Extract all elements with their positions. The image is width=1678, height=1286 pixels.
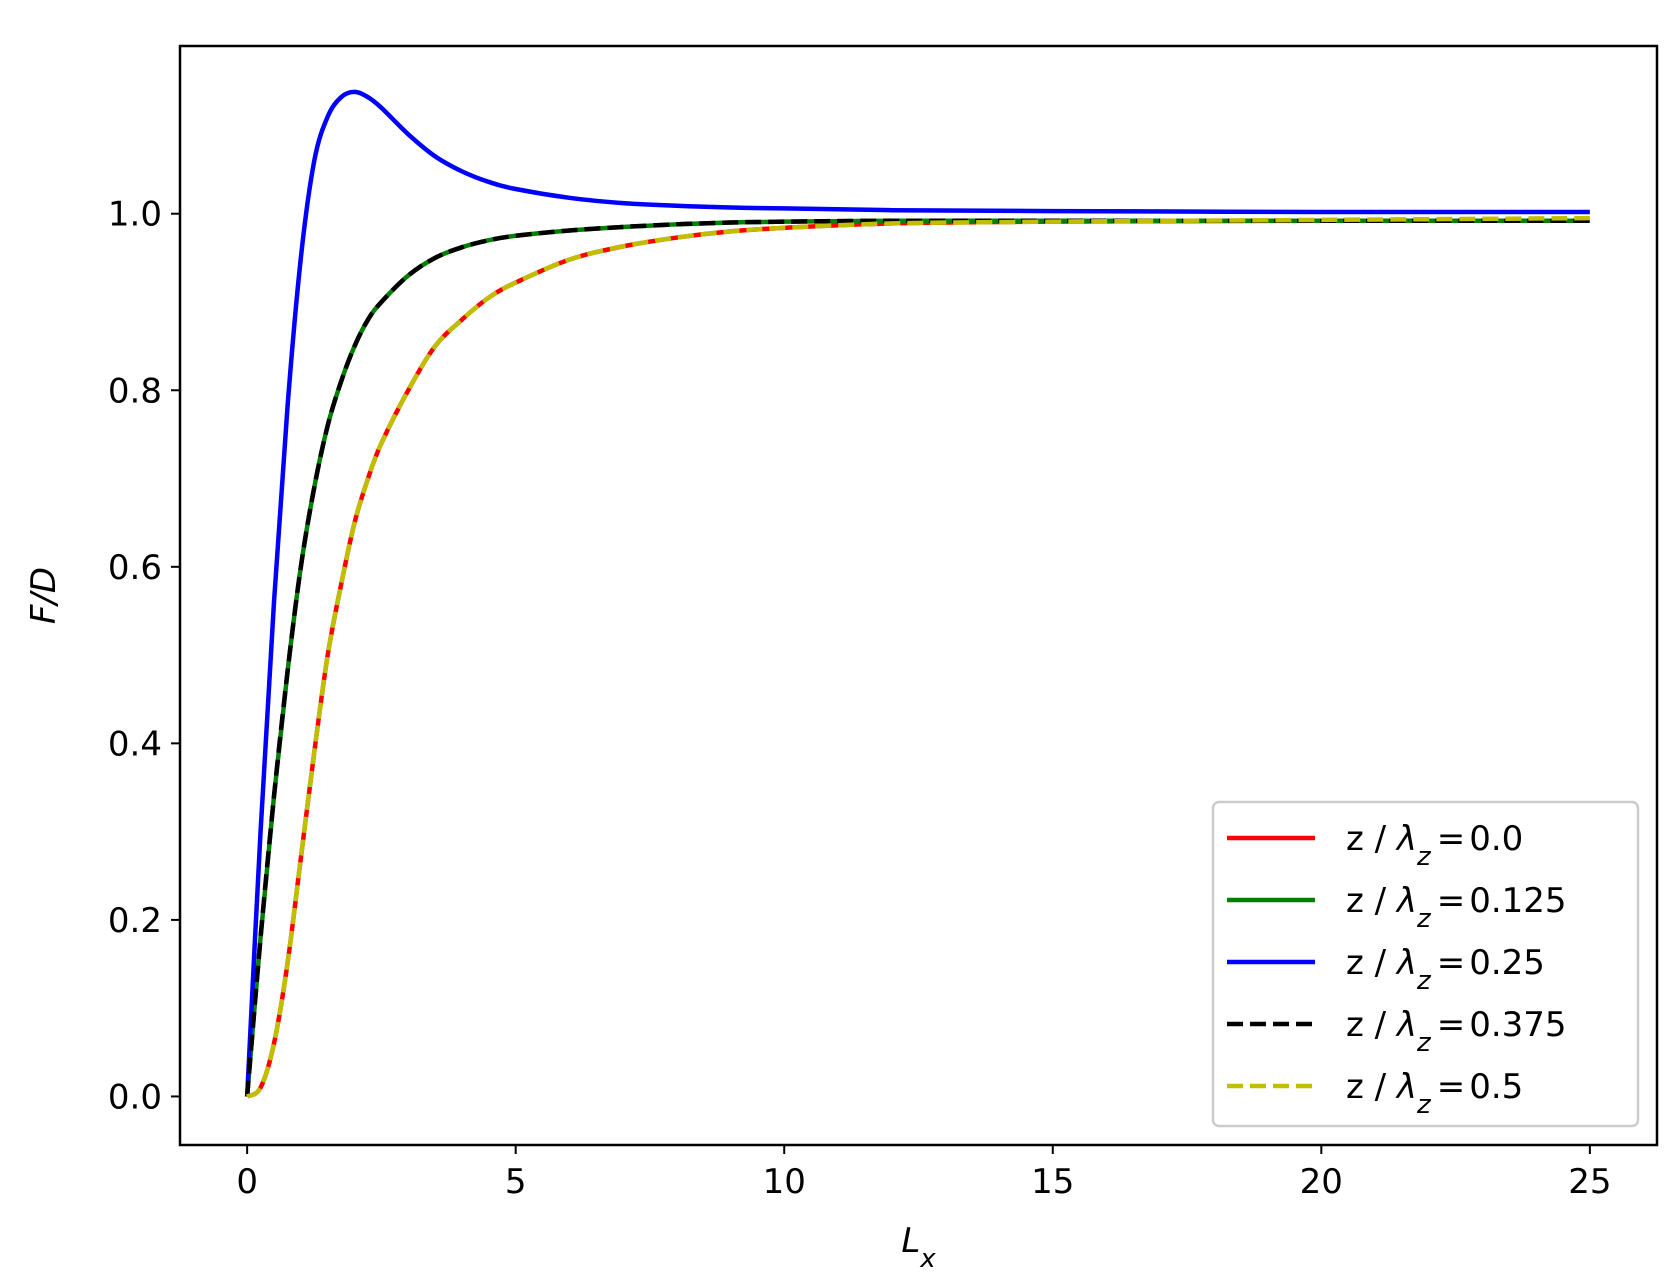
- y-tick-label: 1.0: [108, 195, 162, 235]
- legend-symbol: λ: [1395, 1005, 1417, 1045]
- x-axis-label-base: L: [901, 1221, 920, 1261]
- series-line-0-25: [244, 89, 1590, 1097]
- y-tick-label: 0.2: [108, 901, 162, 941]
- legend-label-0-375: z / λz = 0.375: [1346, 1005, 1567, 1058]
- legend-value: 0.0: [1469, 819, 1523, 859]
- legend-label-0-25: z / λz = 0.25: [1346, 943, 1545, 996]
- series-layer: [244, 89, 1590, 1099]
- legend-prefix: z /: [1346, 819, 1397, 859]
- y-axis: 0.0 0.2 0.4 0.6 0.8 1.0: [108, 195, 180, 1117]
- legend-value: 0.5: [1469, 1067, 1523, 1107]
- legend-value: 0.25: [1469, 943, 1545, 983]
- x-tick-label: 15: [1031, 1162, 1074, 1202]
- legend-label-0-125: z / λz = 0.125: [1346, 881, 1567, 934]
- legend-equals: =: [1437, 943, 1466, 983]
- x-axis-label: Lx: [901, 1221, 936, 1274]
- legend-prefix: z /: [1346, 1005, 1397, 1045]
- legend-symbol-sub: z: [1416, 966, 1432, 996]
- y-tick-label: 0.0: [108, 1077, 162, 1117]
- y-axis-label: F/D: [24, 567, 64, 624]
- legend-symbol: λ: [1395, 819, 1417, 859]
- x-axis-label-sub: x: [919, 1244, 936, 1274]
- legend-equals: =: [1437, 881, 1466, 921]
- y-tick-label: 0.6: [108, 548, 162, 588]
- plot-frame: [178, 44, 1659, 1147]
- legend-symbol: λ: [1395, 1067, 1417, 1107]
- y-tick-label: 0.8: [108, 371, 162, 411]
- legend-symbol-sub: z: [1416, 842, 1432, 872]
- legend-label-0-0: z / λz = 0.0: [1346, 819, 1523, 872]
- x-tick-label: 0: [236, 1162, 258, 1202]
- legend-symbol-sub: z: [1416, 1090, 1432, 1120]
- x-tick-label: 10: [763, 1162, 806, 1202]
- legend-symbol-sub: z: [1416, 904, 1432, 934]
- legend-symbol-sub: z: [1416, 1028, 1432, 1058]
- legend-symbol: λ: [1395, 881, 1417, 921]
- legend-equals: =: [1437, 1005, 1466, 1045]
- legend-label-0-5: z / λz = 0.5: [1346, 1067, 1523, 1120]
- legend-value: 0.375: [1469, 1005, 1566, 1045]
- x-tick-label: 5: [505, 1162, 527, 1202]
- y-tick-label: 0.4: [108, 724, 162, 764]
- x-tick-label: 25: [1568, 1162, 1611, 1202]
- legend-equals: =: [1437, 819, 1466, 859]
- series-line-0-5: [245, 215, 1590, 1099]
- legend-prefix: z /: [1346, 1067, 1397, 1107]
- legend-equals: =: [1437, 1067, 1466, 1107]
- x-axis: 0 5 10 15 20 25: [236, 1145, 1611, 1202]
- legend-value: 0.125: [1469, 881, 1566, 921]
- legend-prefix: z /: [1346, 881, 1397, 921]
- legend-prefix: z /: [1346, 943, 1397, 983]
- legend-symbol: λ: [1395, 943, 1417, 983]
- x-tick-label: 20: [1300, 1162, 1343, 1202]
- legend-box: [1211, 800, 1640, 1128]
